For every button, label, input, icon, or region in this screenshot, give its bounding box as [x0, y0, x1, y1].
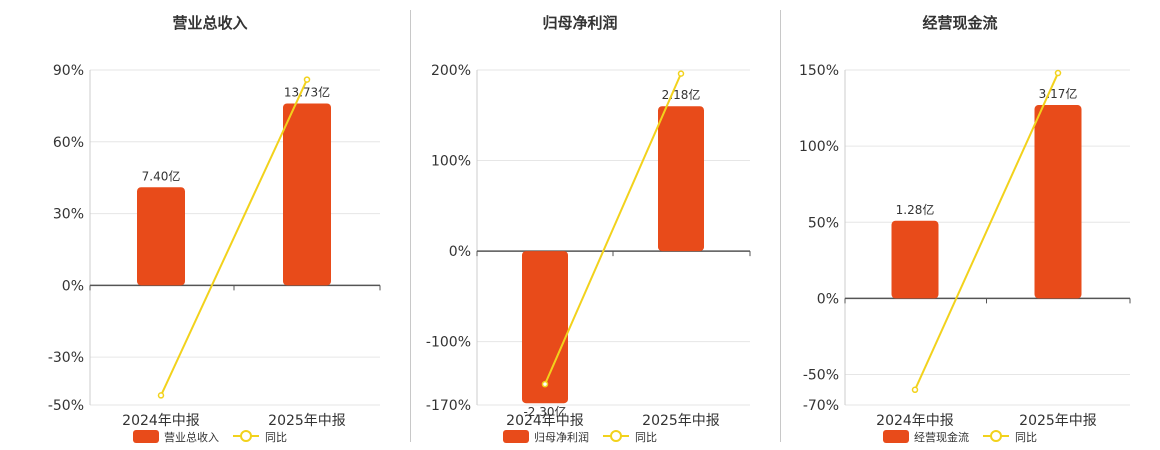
panel-divider-1 [410, 10, 411, 442]
bar-data-label: 2.18亿 [662, 87, 701, 102]
yoy-point [157, 392, 165, 399]
x-tick-label: 2025年中报 [268, 413, 346, 429]
y-tick-label: 60% [53, 135, 84, 151]
y-tick-label: 30% [53, 207, 84, 223]
x-tick-label: 2025年中报 [642, 413, 720, 429]
y-tick-label: 50% [808, 215, 839, 231]
bar [658, 106, 704, 252]
chart-panel-2: 归母净利润 200% 100% 0% -100% -170% -2.30亿 2.18亿 2024… [426, 14, 751, 444]
y-tick-label: 0% [449, 244, 471, 260]
legend-swatch-bar [133, 430, 159, 443]
y-tick-label: 100% [431, 154, 471, 170]
legend-label-bar: 归母净利润 [534, 430, 589, 444]
bar [283, 103, 331, 286]
chart-title: 归母净利润 [542, 14, 617, 32]
yoy-line [160, 79, 308, 396]
x-tick-label: 2024年中报 [876, 413, 954, 429]
bar-data-label: -2.30亿 [523, 404, 566, 419]
chart-panel-3: 经营现金流 150% 100% 50% 0% -50% -70% 1.28亿 3.17亿 2024… [799, 14, 1131, 444]
yoy-line [914, 72, 1059, 391]
panel-divider-2 [780, 10, 781, 442]
y-tick-label: -100% [426, 335, 471, 351]
bar [891, 220, 939, 299]
y-tick-label: 200% [431, 63, 471, 79]
y-tick-label: -70% [803, 398, 839, 414]
y-tick-label: -30% [48, 350, 84, 366]
y-tick-label: 0% [817, 291, 839, 307]
legend-label-line: 同比 [1015, 431, 1037, 444]
chart-title: 营业总收入 [172, 14, 247, 32]
yoy-line [544, 73, 682, 385]
chart-panel-1: 营业总收入 90% 60% 30% 0% -30% -50% 7.40亿 13.73亿 2024年… [48, 14, 381, 444]
x-tick-label: 2024年中报 [122, 413, 200, 429]
bar-data-label: 1.28亿 [896, 202, 935, 217]
chart-title: 经营现金流 [922, 14, 997, 32]
legend-swatch-bar [503, 430, 529, 443]
legend-label-line: 同比 [635, 431, 657, 444]
legend-swatch-marker [990, 430, 1002, 442]
bar [522, 251, 568, 404]
yoy-point [541, 380, 549, 388]
bar-data-label: 3.17亿 [1039, 86, 1078, 101]
y-tick-label: 0% [62, 278, 84, 294]
bar [1034, 105, 1082, 299]
yoy-point [677, 70, 685, 77]
legend-swatch-marker [240, 430, 252, 442]
yoy-point [303, 76, 311, 83]
legend-swatch-marker [610, 430, 622, 442]
legend-swatch-bar [883, 430, 909, 443]
yoy-point [911, 386, 919, 394]
legend-label-bar: 经营现金流 [914, 430, 969, 444]
legend-label-line: 同比 [265, 431, 287, 444]
bar [137, 187, 185, 286]
y-tick-label: 90% [53, 63, 84, 79]
x-tick-label: 2024年中报 [506, 413, 584, 429]
y-tick-label: 150% [799, 63, 839, 79]
bar-data-label: 13.73亿 [284, 85, 330, 100]
x-tick-label: 2025年中报 [1019, 413, 1097, 429]
legend-label-bar: 营业总收入 [164, 430, 219, 444]
y-tick-label: -170% [426, 398, 471, 414]
yoy-point [1054, 69, 1062, 77]
bar-data-label: 7.40亿 [142, 168, 181, 183]
y-tick-label: -50% [48, 398, 84, 414]
y-tick-label: 100% [799, 139, 839, 155]
y-tick-label: -50% [803, 368, 839, 384]
